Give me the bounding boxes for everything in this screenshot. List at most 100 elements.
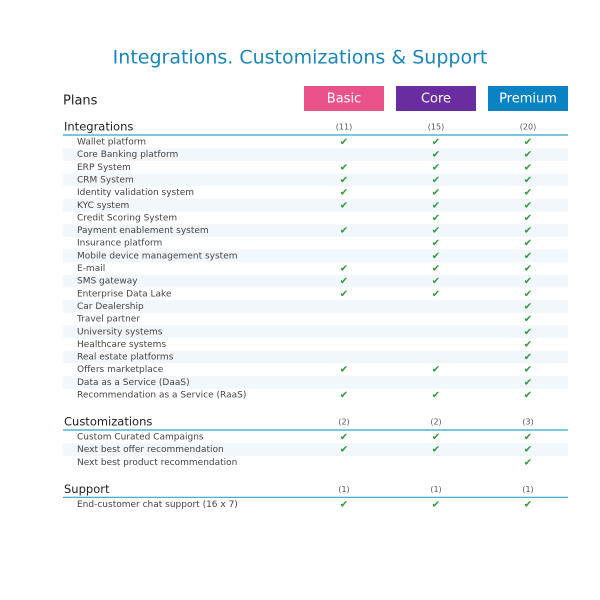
check-mark: ✔	[524, 200, 532, 211]
row-stripe	[63, 350, 568, 364]
row-label: Data as a Service (DaaS)	[77, 378, 190, 388]
check-mark: ✔	[340, 432, 348, 443]
check-mark: ✔	[340, 200, 348, 211]
check-mark: ✔	[340, 162, 348, 173]
row-label: Insurance platform	[77, 239, 162, 249]
check-mark: ✔	[524, 327, 532, 338]
check-mark: ✔	[340, 445, 348, 456]
plan-badge	[488, 86, 568, 111]
check-mark: ✔	[340, 390, 348, 401]
check-mark: ✔	[340, 226, 348, 237]
check-mark: ✔	[432, 238, 440, 249]
check-mark: ✔	[524, 162, 532, 173]
check-mark: ✔	[340, 175, 348, 186]
check-mark: ✔	[524, 457, 532, 468]
row-stripe	[63, 443, 568, 456]
check-mark: ✔	[524, 276, 532, 287]
section-count: (1)	[338, 485, 349, 494]
row-label: Credit Scoring System	[77, 213, 177, 223]
row-stripe	[63, 224, 568, 237]
check-mark: ✔	[432, 264, 440, 275]
row-stripe	[63, 198, 568, 212]
row-label: Identity validation system	[77, 188, 194, 198]
check-mark: ✔	[432, 200, 440, 211]
check-mark: ✔	[524, 226, 532, 237]
check-mark: ✔	[524, 352, 532, 363]
plan-badge	[396, 86, 476, 111]
check-mark: ✔	[524, 264, 532, 275]
check-mark: ✔	[432, 445, 440, 456]
check-mark: ✔	[524, 314, 532, 325]
check-mark: ✔	[432, 137, 440, 148]
row-label: Enterprise Data Lake	[77, 289, 172, 299]
check-mark: ✔	[524, 251, 532, 262]
row-label: University systems	[77, 327, 163, 337]
row-label: Wallet platform	[77, 138, 146, 148]
row-stripe	[63, 376, 568, 389]
check-mark: ✔	[432, 188, 440, 199]
row-stripe	[63, 249, 568, 263]
check-mark: ✔	[524, 150, 532, 161]
check-mark: ✔	[524, 301, 532, 312]
page-title: Integrations. Customizations & Support	[113, 47, 488, 69]
check-mark: ✔	[432, 213, 440, 224]
plan-name: Basic	[327, 92, 361, 107]
check-mark: ✔	[340, 264, 348, 275]
check-mark: ✔	[524, 499, 532, 510]
section-count: (15)	[428, 123, 444, 132]
row-label: Travel partner	[76, 315, 140, 325]
row-label: Healthcare systems	[77, 340, 166, 350]
section-count: (20)	[520, 123, 536, 132]
row-label: ERP System	[77, 163, 131, 173]
check-mark: ✔	[524, 175, 532, 186]
check-mark: ✔	[524, 188, 532, 199]
check-mark: ✔	[524, 339, 532, 350]
check-mark: ✔	[432, 251, 440, 262]
row-stripe	[63, 173, 568, 187]
check-mark: ✔	[524, 390, 532, 401]
row-stripe	[63, 148, 568, 161]
row-label: Mobile device management system	[77, 251, 238, 261]
plan-name: Premium	[499, 92, 557, 107]
section-count: (3)	[522, 418, 533, 427]
check-mark: ✔	[432, 390, 440, 401]
check-mark: ✔	[340, 499, 348, 510]
row-label: Next best offer recommendation	[77, 445, 224, 455]
check-mark: ✔	[340, 276, 348, 287]
section-count: (11)	[336, 123, 352, 132]
row-label: Next best product recommendation	[77, 458, 237, 468]
check-mark: ✔	[432, 150, 440, 161]
row-label: Custom Curated Campaigns	[77, 433, 204, 443]
check-mark: ✔	[340, 188, 348, 199]
plans-label: Plans	[63, 94, 98, 109]
check-mark: ✔	[432, 499, 440, 510]
row-label: KYC system	[77, 201, 129, 211]
section-count: (1)	[430, 485, 441, 494]
section-title: Integrations	[64, 120, 133, 134]
check-mark: ✔	[524, 289, 532, 300]
plan-badge	[304, 86, 384, 111]
check-mark: ✔	[524, 377, 532, 388]
row-label: Offers marketplace	[77, 365, 164, 375]
row-label: CRM System	[77, 175, 134, 185]
check-mark: ✔	[432, 289, 440, 300]
row-stripe	[63, 274, 568, 288]
section-title: Support	[64, 482, 110, 496]
row-label: Recommendation as a Service (RaaS)	[77, 391, 246, 401]
check-mark: ✔	[524, 213, 532, 224]
check-mark: ✔	[432, 226, 440, 237]
row-label: E-mail	[77, 264, 105, 274]
section-title: Customizations	[64, 415, 152, 429]
check-mark: ✔	[524, 445, 532, 456]
check-mark: ✔	[524, 432, 532, 443]
row-label: End-customer chat support (16 x 7)	[77, 500, 238, 510]
check-mark: ✔	[432, 432, 440, 443]
check-mark: ✔	[340, 137, 348, 148]
check-mark: ✔	[524, 137, 532, 148]
row-label: Payment enablement system	[77, 226, 209, 236]
section-count: (2)	[430, 418, 441, 427]
row-label: Core Banking platform	[77, 150, 178, 160]
row-label: Car Dealership	[77, 302, 144, 312]
row-stripe	[63, 300, 568, 313]
section-count: (1)	[522, 485, 533, 494]
